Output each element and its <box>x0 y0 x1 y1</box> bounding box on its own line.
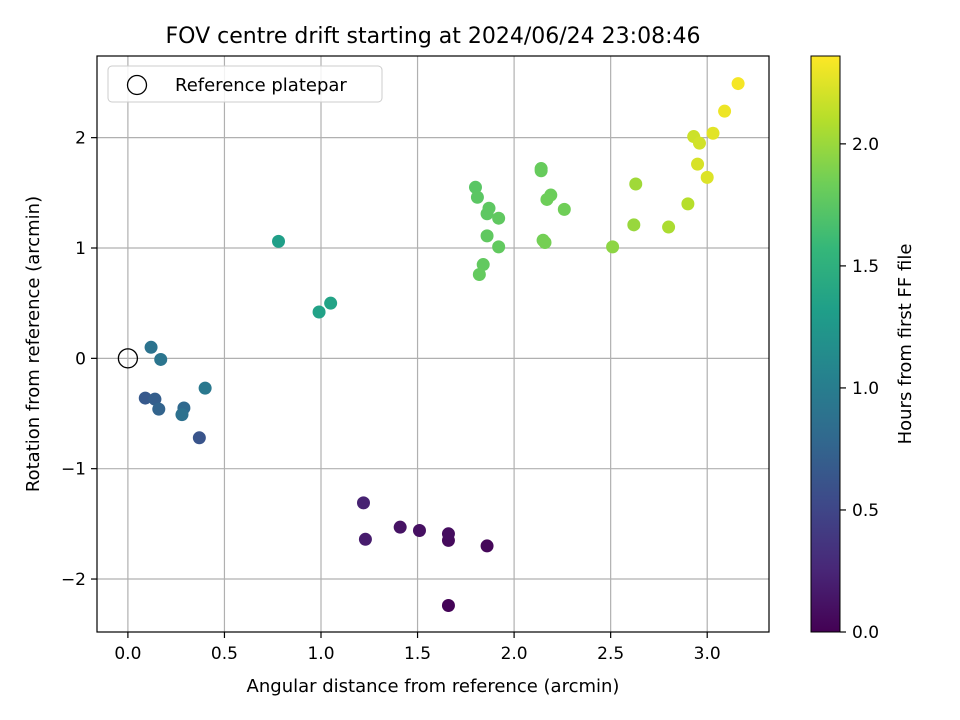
data-point <box>700 170 714 184</box>
legend-box <box>107 65 383 103</box>
data-point <box>472 267 486 281</box>
data-point <box>557 202 571 216</box>
y-tick-label: −1 <box>61 460 86 480</box>
data-point <box>312 305 326 319</box>
x-tick-label: 1.5 <box>404 644 431 664</box>
data-point <box>412 523 426 537</box>
data-point <box>480 207 494 221</box>
data-point <box>138 391 152 405</box>
legend-marker-reference <box>126 74 148 96</box>
data-point <box>441 527 455 541</box>
data-point <box>480 539 494 553</box>
data-point <box>144 340 158 354</box>
y-tick-label: 0 <box>75 349 86 369</box>
chart-title: FOV centre drift starting at 2024/06/24 … <box>166 24 701 49</box>
y-tick-label: 1 <box>75 239 86 259</box>
data-point <box>731 77 745 91</box>
data-point <box>198 381 212 395</box>
grid-lines <box>97 56 769 632</box>
data-point <box>534 164 548 178</box>
scatter-points <box>117 77 745 613</box>
x-axis-ticks: 0.0 0.5 1.0 1.5 2.0 2.5 3.0 <box>114 632 721 664</box>
colorbar-tick-label: 2.0 <box>852 135 879 155</box>
data-point <box>154 352 168 366</box>
colorbar-tick-label: 1.5 <box>852 257 879 277</box>
y-axis-ticks: −2 −1 0 1 2 <box>61 129 97 590</box>
colorbar: 0.0 0.5 1.0 1.5 2.0 Hours from first FF file <box>810 55 916 643</box>
x-tick-label: 1.0 <box>307 644 334 664</box>
x-tick-label: 3.0 <box>694 644 721 664</box>
legend-label-reference: Reference platepar <box>175 75 347 96</box>
colorbar-label: Hours from first FF file <box>895 244 916 445</box>
data-point <box>492 211 506 225</box>
data-point <box>538 235 552 249</box>
data-point <box>324 296 338 310</box>
data-point <box>356 496 370 510</box>
reference-platepar-marker <box>117 348 139 369</box>
data-point <box>681 197 695 211</box>
data-point <box>272 234 286 248</box>
data-point <box>691 157 705 171</box>
data-point <box>629 177 643 191</box>
data-point <box>148 392 162 406</box>
data-point <box>706 126 720 140</box>
colorbar-tick-label: 1.0 <box>852 379 879 399</box>
data-point <box>718 104 732 118</box>
data-point <box>662 220 676 234</box>
x-tick-label: 2.0 <box>501 644 528 664</box>
data-point <box>468 180 482 194</box>
data-point <box>692 136 706 150</box>
data-point <box>627 218 641 232</box>
colorbar-tick-label: 0.0 <box>852 623 879 643</box>
colorbar-gradient <box>810 55 841 633</box>
data-point <box>358 532 372 546</box>
data-point <box>152 402 166 416</box>
x-tick-label: 0.5 <box>211 644 238 664</box>
data-point <box>441 599 455 613</box>
x-tick-label: 0.0 <box>114 644 141 664</box>
colorbar-tick-label: 0.5 <box>852 501 879 521</box>
data-point <box>476 258 490 272</box>
data-point <box>606 240 620 254</box>
x-axis-label: Angular distance from reference (arcmin) <box>247 676 620 697</box>
y-tick-label: 2 <box>75 129 86 149</box>
data-point <box>393 520 407 534</box>
x-tick-label: 2.5 <box>597 644 624 664</box>
data-point <box>192 431 206 445</box>
colorbar-ticks: 0.0 0.5 1.0 1.5 2.0 <box>840 135 879 643</box>
data-point <box>175 408 189 422</box>
legend: Reference platepar <box>107 65 383 103</box>
data-point <box>480 229 494 243</box>
plot-frame <box>96 55 770 633</box>
y-axis-label: Rotation from reference (arcmin) <box>23 196 44 492</box>
data-point <box>540 192 554 206</box>
data-point <box>470 190 484 204</box>
data-point <box>492 240 506 254</box>
y-tick-label: −2 <box>61 570 86 590</box>
